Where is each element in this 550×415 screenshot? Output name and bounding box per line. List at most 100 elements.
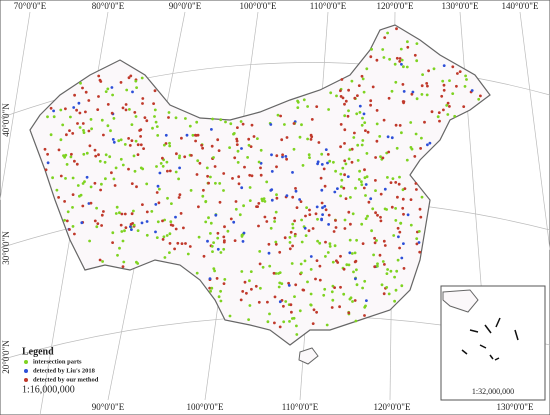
point	[247, 143, 251, 147]
lon-label: 110°0'0"E	[310, 1, 347, 11]
point	[116, 253, 119, 257]
point	[363, 279, 367, 283]
point	[114, 212, 118, 215]
point	[197, 235, 201, 239]
point	[97, 153, 100, 157]
point	[191, 133, 195, 137]
point	[200, 143, 204, 147]
lon-label: 80°0'0"E	[92, 1, 125, 11]
point	[383, 36, 387, 39]
point	[270, 198, 274, 202]
point	[381, 260, 385, 263]
point	[162, 235, 166, 239]
point	[403, 187, 407, 191]
point	[93, 219, 97, 223]
point	[393, 299, 396, 303]
point	[104, 153, 108, 157]
point	[294, 189, 298, 193]
point	[315, 105, 319, 108]
point	[362, 90, 366, 94]
point	[364, 129, 367, 133]
point	[423, 120, 426, 124]
point	[371, 207, 375, 211]
point	[154, 203, 158, 206]
point	[123, 212, 127, 216]
point	[341, 166, 345, 170]
point	[360, 74, 364, 78]
point	[351, 300, 354, 303]
point	[394, 288, 398, 292]
point	[309, 292, 313, 296]
point	[292, 122, 296, 125]
point	[386, 176, 389, 179]
point	[293, 295, 296, 298]
point	[355, 238, 358, 242]
point	[398, 230, 402, 234]
point	[351, 212, 355, 216]
point	[325, 323, 329, 327]
point	[131, 90, 134, 94]
point	[425, 93, 429, 97]
point	[266, 300, 269, 304]
point	[176, 241, 180, 245]
point	[332, 160, 335, 164]
point	[173, 247, 177, 251]
point	[232, 132, 236, 135]
point	[151, 126, 154, 130]
point	[462, 105, 466, 108]
point	[94, 154, 98, 158]
point	[95, 206, 98, 210]
point	[463, 85, 467, 88]
point	[425, 82, 429, 85]
point	[395, 269, 399, 273]
point	[347, 109, 350, 113]
point	[226, 229, 230, 233]
point	[354, 277, 357, 281]
point	[121, 106, 125, 110]
point	[316, 162, 319, 166]
point	[111, 93, 114, 97]
point	[357, 84, 361, 87]
point	[93, 181, 97, 185]
point	[209, 175, 212, 179]
point	[419, 147, 422, 150]
point	[248, 304, 252, 307]
point	[283, 236, 287, 240]
point	[100, 118, 104, 122]
point	[216, 231, 220, 235]
point	[327, 108, 330, 111]
point	[75, 108, 78, 112]
point	[219, 251, 223, 254]
point	[428, 141, 432, 145]
point	[261, 265, 265, 269]
point	[298, 198, 301, 201]
point	[400, 131, 403, 135]
point	[132, 154, 136, 158]
point	[209, 232, 212, 235]
point	[355, 283, 359, 287]
point	[308, 208, 311, 212]
point	[234, 200, 238, 203]
point	[59, 138, 63, 142]
point	[382, 239, 386, 243]
point	[273, 220, 276, 223]
point	[347, 263, 351, 267]
point	[179, 212, 183, 215]
point	[304, 234, 308, 238]
point	[308, 156, 311, 160]
point	[340, 178, 344, 182]
point	[171, 224, 175, 227]
point	[44, 168, 48, 172]
legend-title: Legend	[22, 346, 54, 357]
point	[93, 148, 97, 152]
point	[277, 285, 281, 289]
point	[133, 169, 137, 173]
point	[335, 94, 338, 98]
point	[326, 153, 330, 156]
point	[239, 120, 243, 123]
point	[211, 117, 215, 121]
point	[100, 224, 103, 227]
point	[402, 65, 405, 69]
point	[323, 204, 327, 208]
